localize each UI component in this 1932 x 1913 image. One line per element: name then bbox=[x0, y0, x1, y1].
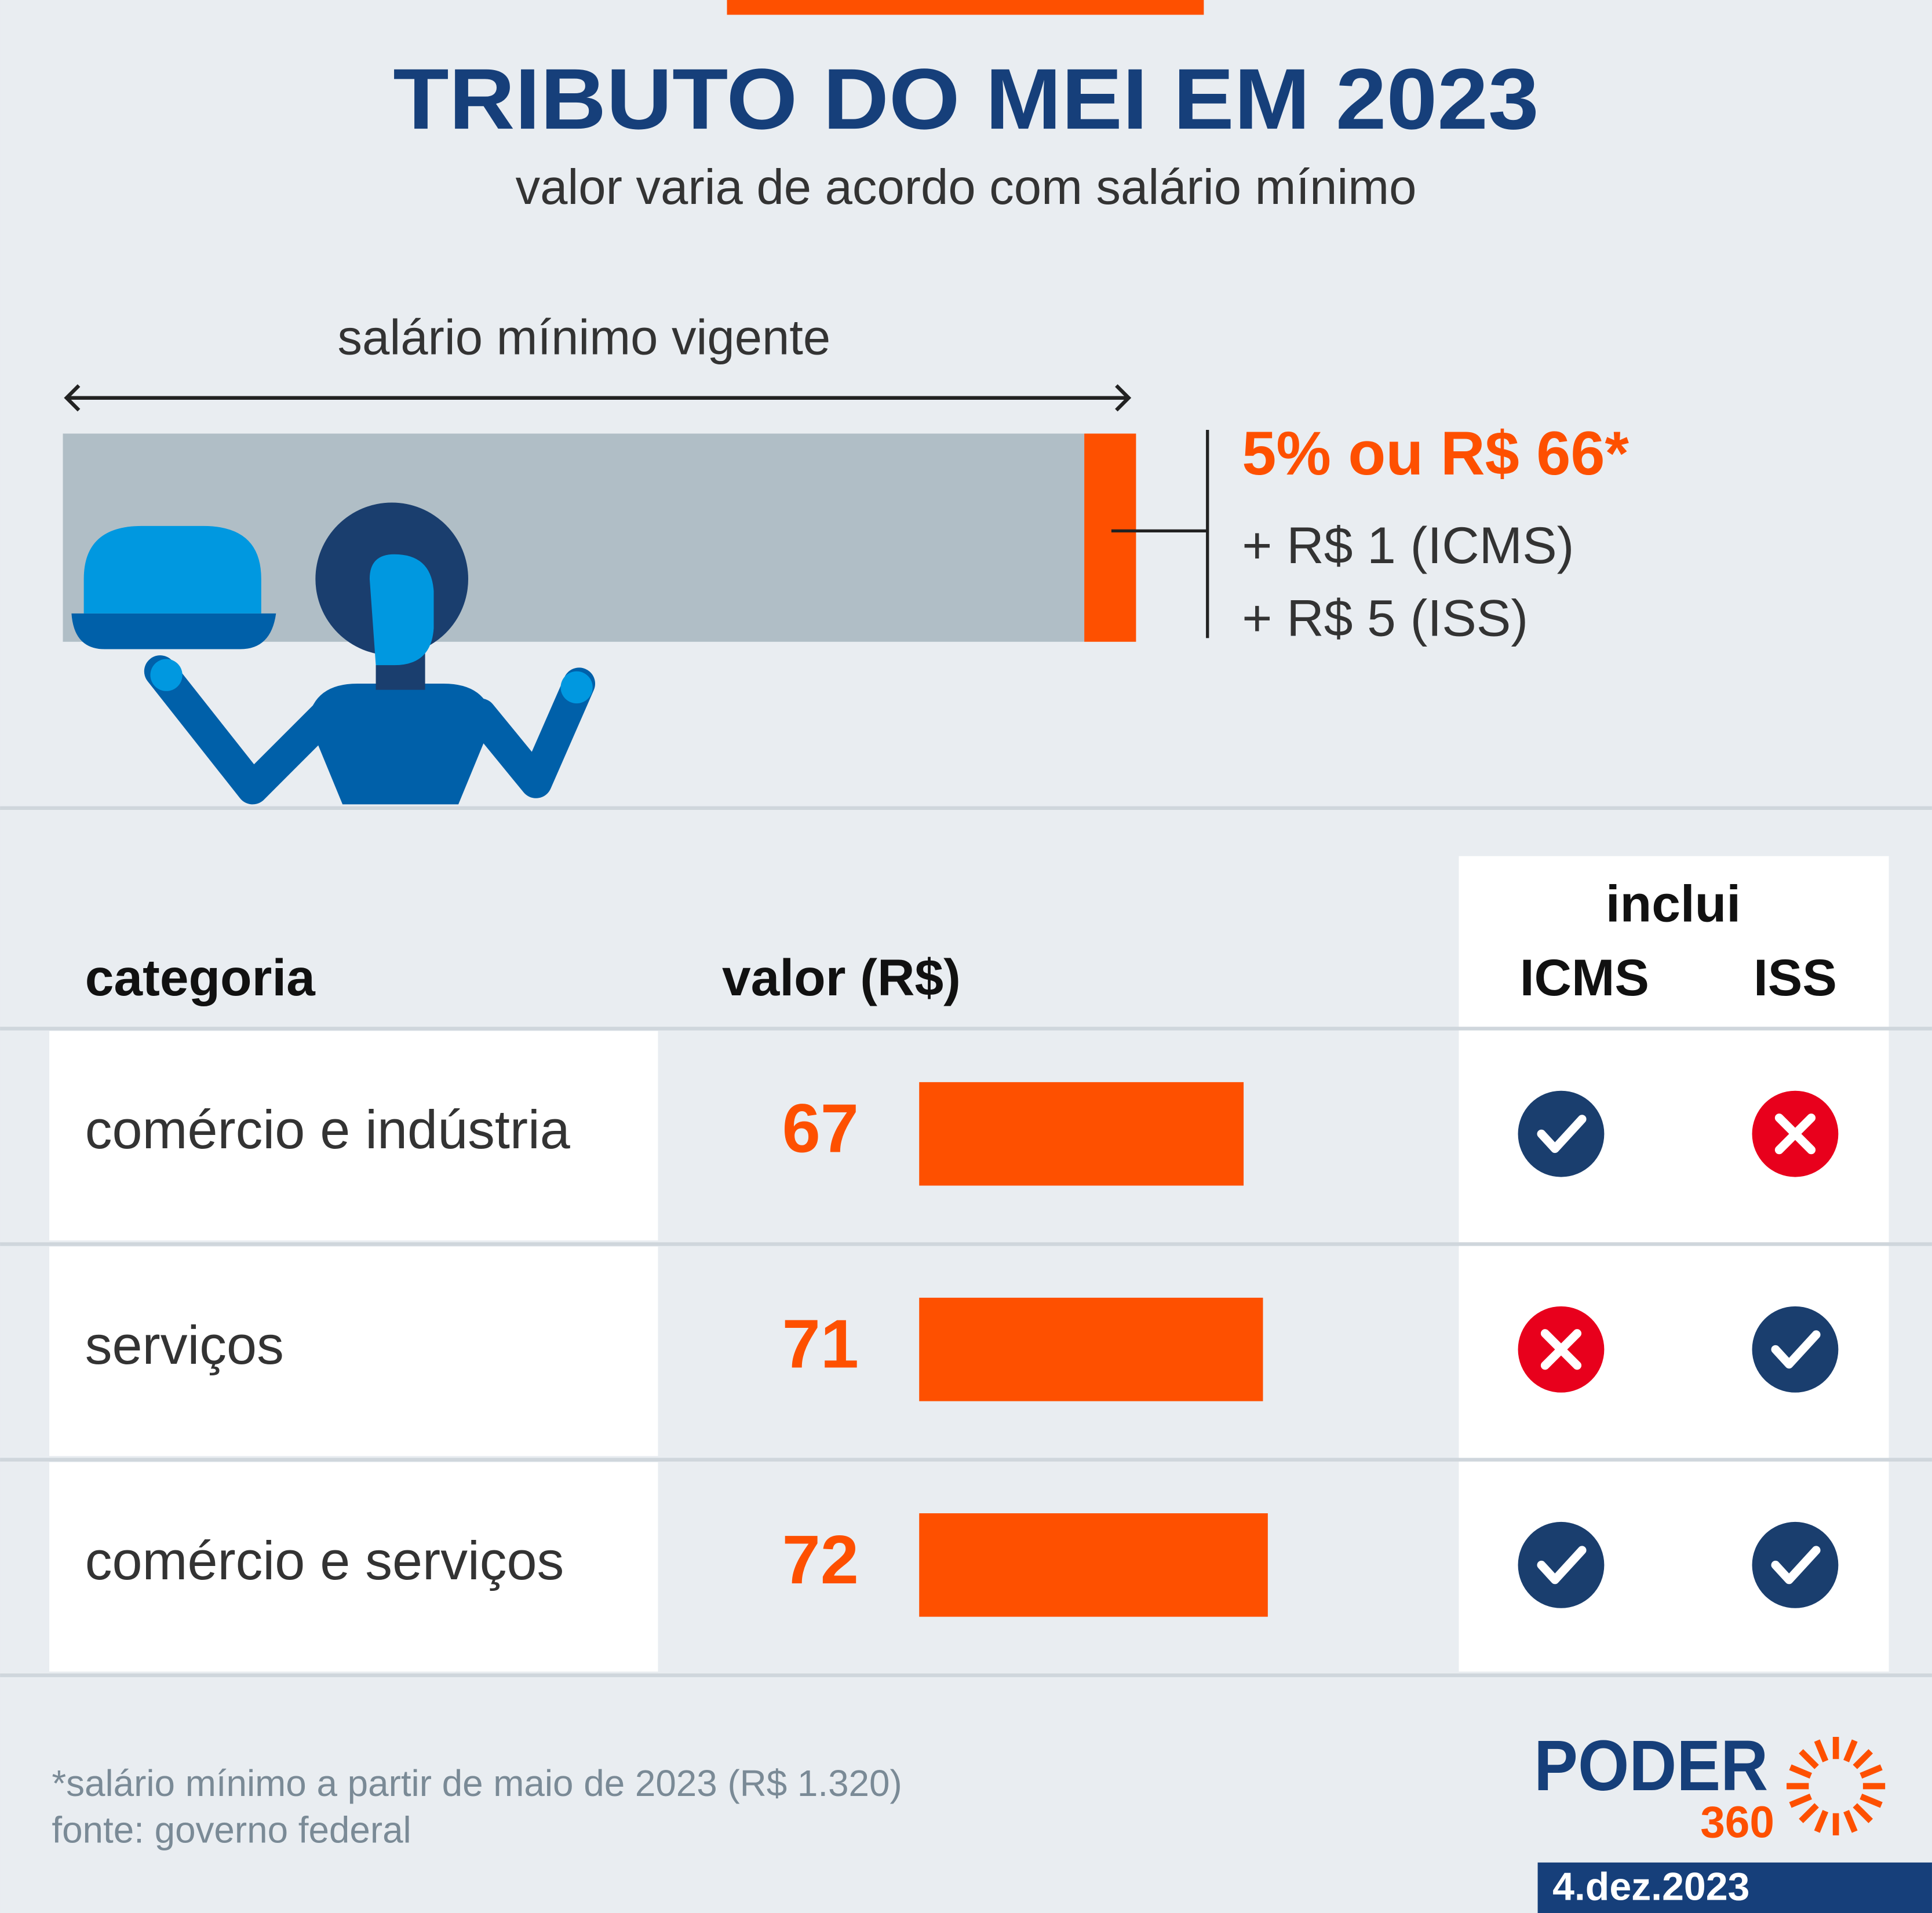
check-icon bbox=[1752, 1521, 1839, 1608]
source: fonte: governo federal bbox=[52, 1809, 411, 1851]
sun-ray bbox=[1814, 1739, 1829, 1762]
check-mark bbox=[1537, 1115, 1587, 1153]
sun-ray bbox=[1860, 1793, 1883, 1808]
bar bbox=[919, 1297, 1263, 1401]
tax-bar bbox=[1084, 433, 1136, 642]
sun-ray bbox=[1860, 1764, 1883, 1779]
sun-ray bbox=[1814, 1810, 1829, 1833]
sun-ray bbox=[1789, 1793, 1812, 1808]
bar bbox=[919, 1082, 1244, 1186]
value-label: 71 bbox=[782, 1306, 859, 1383]
person-illustration bbox=[71, 502, 596, 805]
logo-sub: 360 bbox=[1700, 1798, 1774, 1847]
sun-ray bbox=[1789, 1764, 1812, 1779]
sun-ray bbox=[1843, 1810, 1858, 1833]
icon-circle bbox=[1518, 1521, 1605, 1608]
subtitle: valor varia de acordo com salário mínimo bbox=[516, 160, 1417, 215]
tax-extra: + R$ 1 (ICMS) bbox=[1242, 516, 1574, 574]
row-cell bbox=[49, 1246, 658, 1456]
check-mark bbox=[1771, 1546, 1821, 1585]
sun-ray bbox=[1799, 1749, 1819, 1769]
date-box bbox=[1537, 1862, 1932, 1913]
column-header: ICMS bbox=[1520, 948, 1649, 1006]
tax-extra: + R$ 5 (ISS) bbox=[1242, 589, 1528, 647]
cross-icon bbox=[1518, 1306, 1605, 1393]
category-label: serviços bbox=[85, 1315, 284, 1375]
sun-ray bbox=[1853, 1803, 1873, 1823]
category-label: comércio e serviços bbox=[85, 1530, 564, 1591]
row-cell bbox=[49, 1031, 658, 1241]
leader bbox=[1111, 430, 1209, 638]
top-accent bbox=[727, 0, 1204, 15]
row-cell bbox=[49, 1462, 658, 1672]
check-mark bbox=[1537, 1546, 1587, 1585]
column-header: valor (R$) bbox=[722, 948, 961, 1006]
sun-ray bbox=[1853, 1749, 1873, 1769]
cross-mark bbox=[1774, 1114, 1816, 1155]
icon-circle bbox=[1752, 1306, 1839, 1393]
value-label: 67 bbox=[782, 1090, 859, 1167]
title: TRIBUTO DO MEI EM 2023 bbox=[393, 50, 1539, 147]
footnote: *salário mínimo a partir de maio de 2023… bbox=[52, 1762, 902, 1804]
check-icon bbox=[1752, 1306, 1839, 1393]
column-header: inclui bbox=[1606, 875, 1741, 933]
check-icon bbox=[1518, 1090, 1605, 1177]
sun-ray bbox=[1843, 1739, 1858, 1762]
check-icon bbox=[1518, 1521, 1605, 1608]
cross-icon bbox=[1752, 1090, 1839, 1177]
date: 4.dez.2023 bbox=[1552, 1865, 1749, 1909]
logo: PODER bbox=[1534, 1726, 1768, 1806]
table-rows: comércio e indústria 67 serviços 71 comércio… bbox=[0, 1027, 1932, 1677]
span-label: salário mínimo vigente bbox=[338, 310, 831, 365]
column-header: ISS bbox=[1754, 948, 1837, 1006]
value-label: 72 bbox=[782, 1521, 859, 1598]
column-header: categoria bbox=[85, 948, 316, 1006]
check-mark bbox=[1771, 1330, 1821, 1369]
logo-sun bbox=[1787, 1736, 1886, 1836]
span-arrow bbox=[64, 384, 1132, 412]
tax-main: 5% ou R$ 66* bbox=[1242, 419, 1629, 488]
cross-mark bbox=[1540, 1329, 1582, 1370]
bar bbox=[919, 1513, 1268, 1617]
category-label: comércio e indústria bbox=[85, 1099, 571, 1160]
sun-ray bbox=[1799, 1803, 1819, 1823]
icon-circle bbox=[1518, 1090, 1605, 1177]
icon-circle bbox=[1752, 1521, 1839, 1608]
